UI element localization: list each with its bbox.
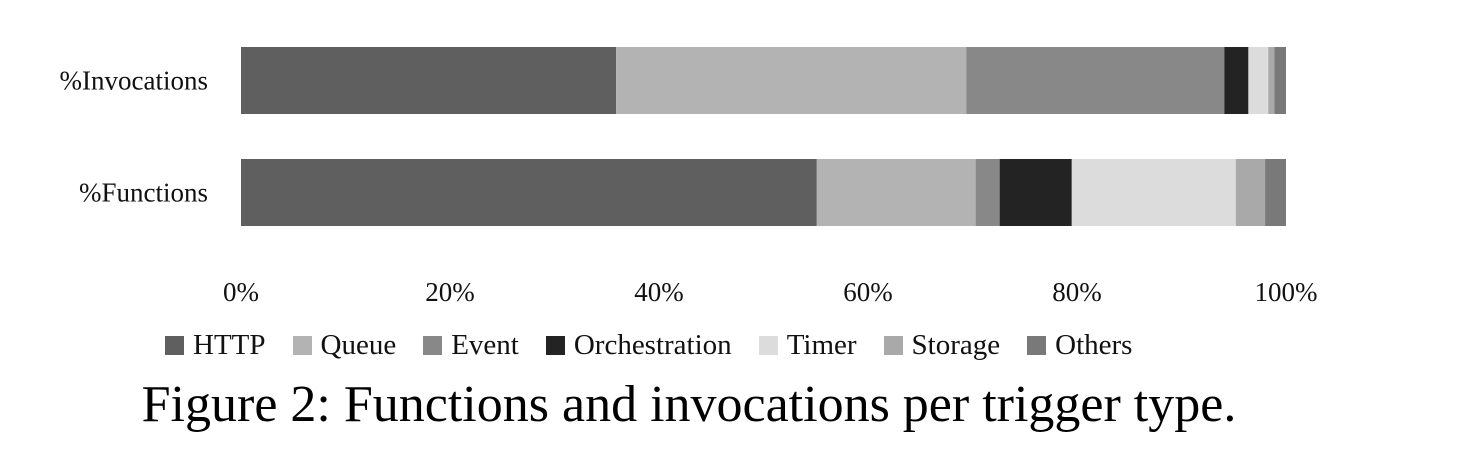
bar-segment-orchestration [999, 159, 1072, 226]
bar-segment-event [966, 47, 1225, 114]
legend-swatch [545, 335, 565, 355]
legend-item-http: HTTP [165, 329, 266, 362]
bar-segment-storage [1235, 159, 1266, 226]
figure-caption: Figure 2: Functions and invocations per … [0, 372, 1482, 438]
legend-label: Queue [320, 328, 397, 361]
bar-segment-orchestration [1224, 47, 1249, 114]
legend-swatch [883, 335, 903, 355]
legend-swatch [758, 335, 778, 355]
x-tick-label: 80% [1052, 277, 1102, 307]
bar-segment-queue [816, 159, 976, 226]
x-tick-label: 60% [843, 277, 893, 307]
legend-label: HTTP [193, 328, 266, 361]
x-tick-label: 20% [425, 277, 475, 307]
bar-segment-others [1274, 47, 1286, 114]
bar-segment-others [1265, 159, 1286, 226]
bar-segment-timer [1071, 159, 1236, 226]
category-label: %Functions [79, 178, 208, 208]
bar-segment-event [975, 159, 1000, 226]
x-tick-label: 40% [634, 277, 684, 307]
legend-item-timer: Timer [758, 328, 857, 362]
x-tick-label: 100% [1255, 277, 1318, 307]
legend-item-queue: Queue [292, 328, 397, 362]
legend-item-others: Others [1027, 329, 1132, 362]
bar-segment-queue [616, 47, 967, 114]
bar-segment-timer [1248, 47, 1269, 114]
legend-swatch [423, 335, 443, 355]
legend-item-storage: Storage [883, 328, 1001, 362]
legend-item-event: Event [423, 329, 519, 362]
bar-segment-storage [1268, 47, 1275, 114]
bar-segment-http [241, 159, 817, 226]
legend-label: Storage [911, 328, 1001, 361]
legend-item-orchestration: Orchestration [545, 328, 732, 362]
legend-swatch [165, 335, 184, 355]
legend-label: Others [1055, 328, 1133, 361]
legend-swatch [1027, 335, 1047, 355]
figure-caption-text: Figure 2: Functions and invocations per … [141, 376, 1237, 433]
x-tick-label: 0% [223, 277, 259, 307]
bar-segment-http [241, 47, 617, 114]
category-label: %Invocations [60, 66, 208, 96]
legend-label: Orchestration [573, 328, 732, 361]
legend-label: Timer [786, 328, 857, 361]
chart-legend: HTTP Queue Event Orchestration Timer Storage O… [165, 327, 1132, 363]
legend-label: Event [451, 328, 519, 361]
legend-swatch [292, 335, 312, 355]
